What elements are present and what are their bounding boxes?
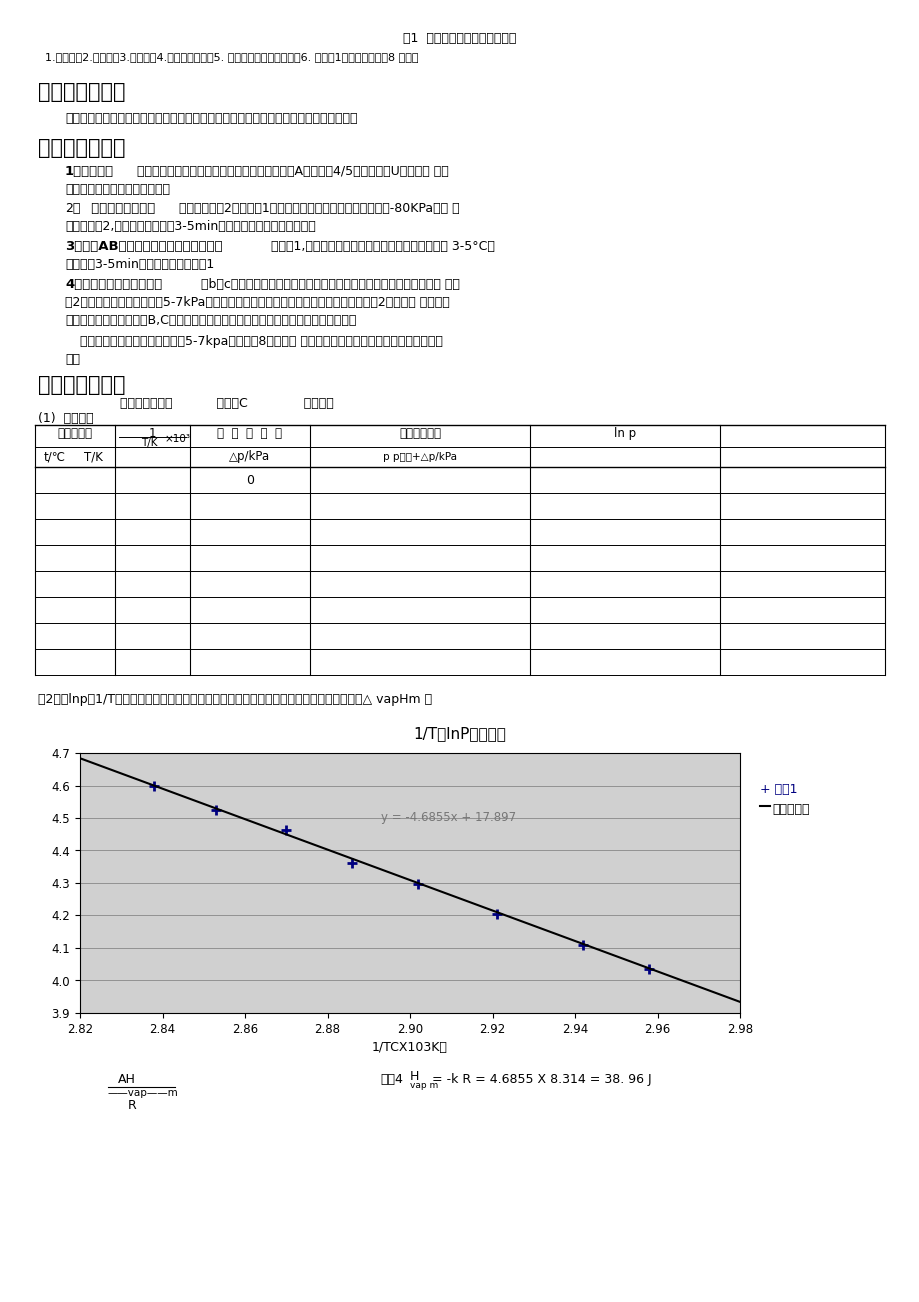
Text: 抽真空、系统检漏: 抽真空、系统检漏 — [82, 202, 155, 215]
Text: 如此沸腾3-5min，停止加热，关闭阀1: 如此沸腾3-5min，停止加热，关闭阀1 — [65, 258, 214, 271]
Text: H: H — [410, 1070, 419, 1083]
Text: 五、数据处理：: 五、数据处理： — [38, 375, 125, 395]
Text: t/℃: t/℃ — [44, 450, 66, 464]
Text: 重复上述操作，每次使系统减压5-7kpa，测至少8组数据。 实验结束后，先将系统排空，然后关闭真空: 重复上述操作，每次使系统减压5-7kpa，测至少8组数据。 实验结束后，先将系统… — [80, 335, 442, 348]
Text: 三、仪器与试剂: 三、仪器与试剂 — [38, 82, 125, 102]
Text: T/K: T/K — [142, 437, 157, 448]
Text: △p/kPa: △p/kPa — [229, 450, 270, 464]
Text: 1、安装仪器: 1、安装仪器 — [65, 165, 114, 178]
Text: R: R — [128, 1099, 137, 1112]
Text: 恒温槽温度: 恒温槽温度 — [57, 427, 93, 440]
Text: 压  力  计  读  数: 压 力 计 读 数 — [217, 427, 282, 440]
Text: 液体的蒸汽压: 液体的蒸汽压 — [399, 427, 440, 440]
Text: 4、乙醇饱和蒸汽压的测定: 4、乙醇饱和蒸汽压的测定 — [65, 279, 162, 292]
Text: 得：4: 得：4 — [380, 1073, 403, 1086]
Text: 1: 1 — [149, 427, 156, 440]
Text: 阀2，使测量系统的压力减小5-7kPa，液体将重新沸腾，又有气泡从平衡管冒出，关闭阀2，继续降 低水温。: 阀2，使测量系统的压力减小5-7kPa，液体将重新沸腾，又有气泡从平衡管冒出，关… — [65, 296, 449, 309]
Text: vap m: vap m — [410, 1081, 437, 1090]
Text: 打开阀1,恒温槽温度调至比次大气压下待测液沸点高 3-5°C，: 打开阀1,恒温槽温度调至比次大气压下待测液沸点高 3-5°C， — [267, 240, 494, 253]
Text: AH: AH — [118, 1073, 136, 1086]
Text: 当温度降到一定程度时，B,C液面又处于同一水平面，记录此时的温度计压力计读数。: 当温度降到一定程度时，B,C液面又处于同一水平面，记录此时的温度计压力计读数。 — [65, 314, 356, 327]
Text: 当b、c两管的液面到达同一水平面时，立即记录此时的温度和压力，并 打开: 当b、c两管的液面到达同一水平面时，立即记录此时的温度和压力，并 打开 — [197, 279, 460, 292]
Text: 0: 0 — [245, 474, 254, 487]
Text: 进气阀和阀2,如压力计示数能在3-5min内维持不变，则系统不漏气。: 进气阀和阀2,如压力计示数能在3-5min内维持不变，则系统不漏气。 — [65, 220, 315, 233]
Text: ln p: ln p — [613, 427, 635, 440]
Text: 1.恒温槽；2.冷凝管；3.压力计；4.缓冲瓶平衡阀；5. 平衡阀２（通大气用）；6. 平衡阀1（抽真空用）；8 平衡管: 1.恒温槽；2.冷凝管；3.压力计；4.缓冲瓶平衡阀；5. 平衡阀２（通大气用）… — [45, 52, 418, 62]
Text: 图1  液体饱和蒸气压测定装置图: 图1 液体饱和蒸气压测定装置图 — [403, 33, 516, 46]
Text: ×10³: ×10³ — [165, 434, 190, 444]
Text: 液体。再按照图一装妥个部分。: 液体。再按照图一装妥个部分。 — [65, 184, 170, 197]
Text: T/K: T/K — [84, 450, 102, 464]
Text: = -k R = 4.6855 X 8.314 = 38. 96 J: = -k R = 4.6855 X 8.314 = 38. 96 J — [432, 1073, 651, 1086]
Text: 等待测液体（本实验是无水乙醇）装入平衡管，A球内约占4/5体积，此时U型管内不 能有: 等待测液体（本实验是无水乙醇）装入平衡管，A球内约占4/5体积，此时U型管内不 … — [133, 165, 448, 178]
Text: + 系列1: + 系列1 — [759, 783, 797, 796]
Text: 将进气阀、阀2打开，阀1关闭。抽气减压至压力计显示压差为-80KPa时关 闭: 将进气阀、阀2打开，阀1关闭。抽气减压至压力计显示压差为-80KPa时关 闭 — [175, 202, 460, 215]
Text: 3、排除AB弯管空间内的空气和形成液封: 3、排除AB弯管空间内的空气和形成液封 — [65, 240, 222, 253]
Text: y = -4.6855x + 17.897: y = -4.6855x + 17.897 — [380, 811, 516, 824]
X-axis label: 1/TCX103K）: 1/TCX103K） — [371, 1042, 448, 1055]
Text: 1/T与lnP的关系图: 1/T与lnP的关系图 — [414, 727, 505, 741]
Text: 泵。: 泵。 — [65, 353, 80, 366]
Text: (1)  数据记录: (1) 数据记录 — [38, 411, 94, 424]
Text: 被测液体：乙醇           室温：C              大气压：: 被测液体：乙醇 室温：C 大气压： — [119, 397, 334, 410]
Text: 线性（系列: 线性（系列 — [771, 803, 809, 816]
Text: 四、实验步骤：: 四、实验步骤： — [38, 138, 125, 158]
Text: p p大气+△p/kPa: p p大气+△p/kPa — [382, 452, 457, 462]
Text: 2、: 2、 — [65, 202, 80, 215]
Text: 恒温水浴；平衡管，温度计，冷凝管，数字式低真空测压仪，真空泵及附件，无水乙醇。: 恒温水浴；平衡管，温度计，冷凝管，数字式低真空测压仪，真空泵及附件，无水乙醇。 — [65, 112, 357, 125]
Text: ——vap——m: ——vap——m — [108, 1088, 178, 1098]
Text: （2）以lnp对1/T作图，求出直线的斜率，并由斜率算出此温度范围内液体的平均摩尔汽化热△ vapHm 。: （2）以lnp对1/T作图，求出直线的斜率，并由斜率算出此温度范围内液体的平均摩… — [38, 693, 432, 706]
